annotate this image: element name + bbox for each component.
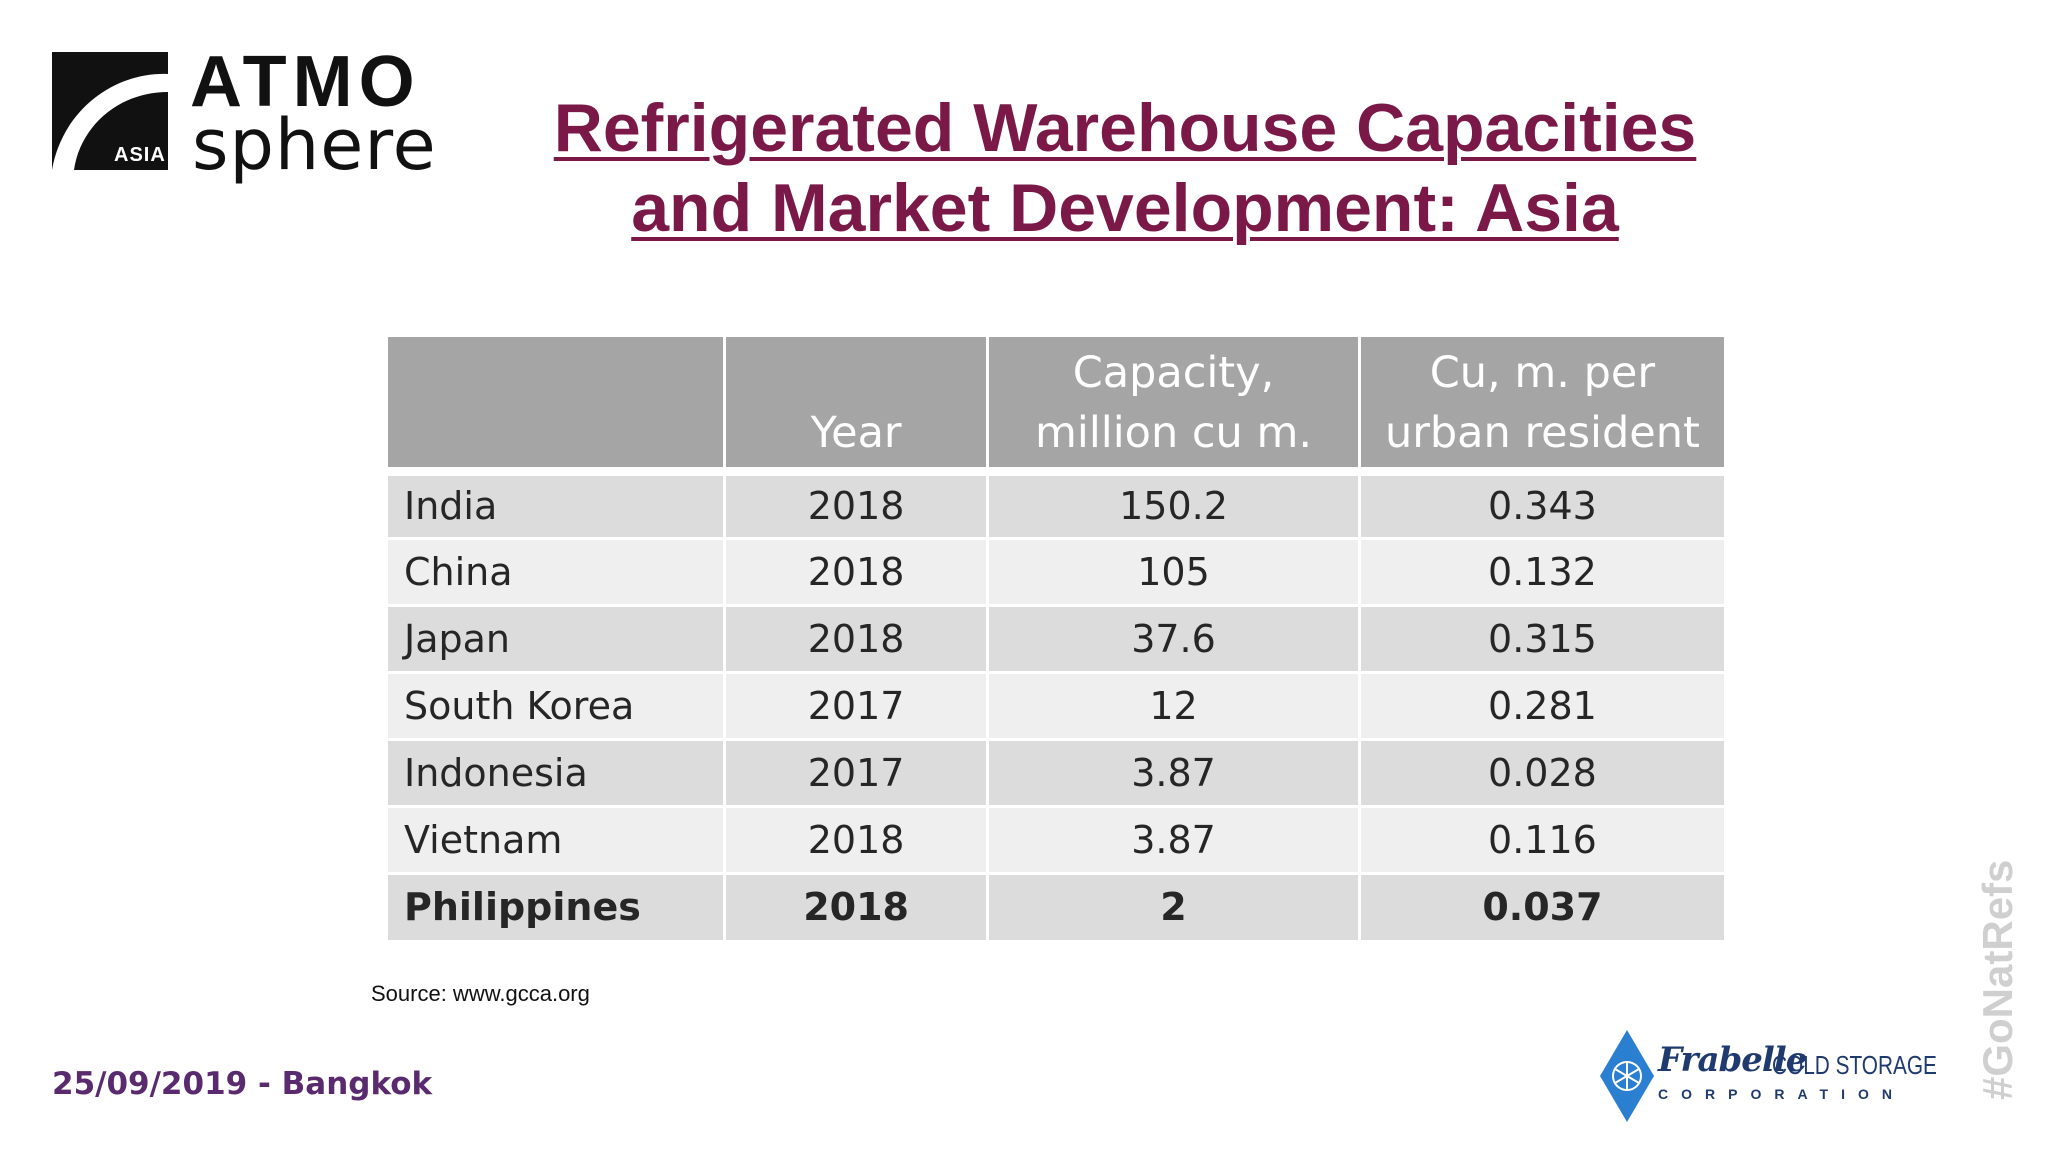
header-per-resident: Cu, m. per urban resident	[1384, 347, 1700, 458]
cell-country: India	[388, 471, 726, 538]
event-date-location: 25/09/2019 - Bangkok	[52, 1066, 433, 1102]
cell-year: 2018	[724, 873, 990, 940]
slide-title-line-2: and Market Development: Asia	[631, 170, 1619, 246]
table-header-row: Year Capacity, million cu m. Cu, m. per …	[388, 337, 1724, 471]
capacity-table: Year Capacity, million cu m. Cu, m. per …	[388, 337, 1724, 940]
cell-year: 2017	[724, 739, 990, 806]
table-row: Japan 2018 37.6 0.315	[388, 605, 1724, 672]
header-country	[388, 337, 726, 471]
cell-capacity: 2	[987, 873, 1361, 940]
table-row: Indonesia 2017 3.87 0.028	[388, 739, 1724, 806]
cell-country: Japan	[388, 605, 726, 672]
snowflake-diamond-logo-icon	[1600, 1030, 1654, 1122]
cell-per-resident: 0.315	[1488, 616, 1597, 661]
header-capacity: Capacity, million cu m.	[987, 337, 1361, 471]
cell-year: 2018	[724, 471, 990, 538]
cell-per-resident: 0.116	[1488, 817, 1597, 862]
atmosphere-logo: ASIA ATMO sphere	[52, 46, 452, 192]
cell-per-resident: 0.037	[1482, 885, 1603, 930]
cell-capacity: 150.2	[987, 471, 1361, 538]
cell-year: 2018	[724, 605, 990, 672]
sponsor-tagline: COLD STORAGE	[1772, 1050, 1937, 1080]
cell-capacity: 105	[987, 538, 1361, 605]
event-hashtag: #GoNatRefs	[1974, 859, 2021, 1100]
cell-capacity: 3.87	[987, 739, 1361, 806]
sponsor-logo: Frabelle COLD STORAGE CORPORATION	[1600, 1030, 1940, 1126]
cell-country: Philippines	[388, 873, 726, 940]
logo-asia-badge: ASIA	[114, 144, 166, 166]
cell-country: South Korea	[388, 672, 726, 739]
cell-year: 2017	[724, 672, 990, 739]
source-note: Source: www.gcca.org	[371, 981, 590, 1006]
table-row: Philippines 2018 2 0.037	[388, 873, 1724, 940]
slide-title-line-1: Refrigerated Warehouse Capacities	[553, 90, 1697, 166]
table-row: South Korea 2017 12 0.281	[388, 672, 1724, 739]
cell-capacity: 12	[987, 672, 1361, 739]
sponsor-name: Frabelle	[1658, 1040, 1807, 1080]
table-row: Vietnam 2018 3.87 0.116	[388, 806, 1724, 873]
cell-country: Indonesia	[388, 739, 726, 806]
table-row: China 2018 105 0.132	[388, 538, 1724, 605]
cell-capacity: 37.6	[987, 605, 1361, 672]
cell-per-resident: 0.343	[1488, 484, 1597, 528]
atmo-swoosh-logo-icon	[52, 52, 168, 170]
header-year: Year	[724, 337, 990, 471]
cell-country: China	[388, 538, 726, 605]
sponsor-sub: CORPORATION	[1658, 1086, 1905, 1102]
logo-wordmark-bottom: sphere	[192, 104, 437, 186]
cell-country: Vietnam	[388, 806, 726, 873]
cell-year: 2018	[724, 806, 990, 873]
table-row: India 2018 150.2 0.343	[388, 471, 1724, 538]
cell-per-resident: 0.028	[1488, 750, 1597, 795]
logo-wordmark-top: ATMO	[190, 42, 421, 122]
slide-title: Refrigerated Warehouse Capacities and Ma…	[500, 88, 1750, 248]
cell-per-resident: 0.281	[1488, 683, 1597, 728]
cell-per-resident: 0.132	[1488, 549, 1597, 594]
cell-year: 2018	[724, 538, 990, 605]
cell-capacity: 3.87	[987, 806, 1361, 873]
